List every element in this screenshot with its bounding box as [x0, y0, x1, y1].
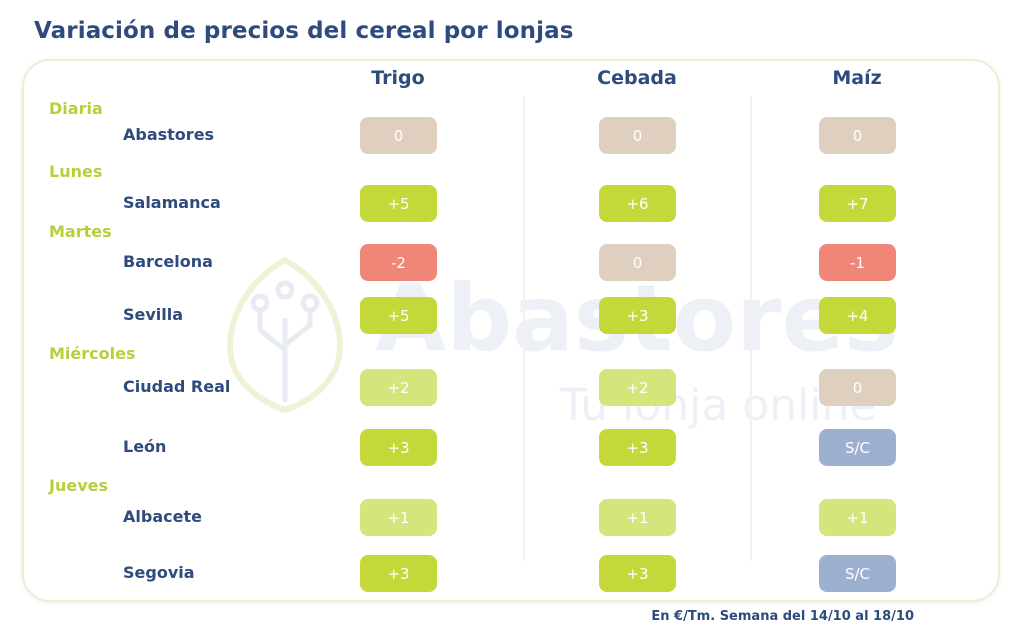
price-change-cell: +3 [360, 555, 437, 592]
lonja-label: Sevilla [123, 305, 184, 324]
column-divider [750, 96, 752, 561]
price-change-cell: 0 [360, 117, 437, 154]
lonja-label: Salamanca [123, 193, 221, 212]
unit-footnote: En €/Tm. Semana del 14/10 al 18/10 [651, 609, 914, 624]
day-label: Jueves [49, 476, 108, 495]
price-change-cell: +1 [819, 499, 896, 536]
page-title: Variación de precios del cereal por lonj… [34, 18, 574, 44]
day-label: Diaria [49, 99, 103, 118]
price-change-cell: 0 [599, 117, 676, 154]
price-change-cell: -1 [819, 244, 896, 281]
price-change-cell: +1 [360, 499, 437, 536]
tree-logo-icon [227, 256, 343, 414]
price-change-cell: S/C [819, 555, 896, 592]
price-change-cell: 0 [599, 244, 676, 281]
lonja-label: Segovia [123, 563, 195, 582]
column-header-maíz: Maíz [832, 67, 882, 89]
price-change-cell: +2 [599, 369, 676, 406]
lonja-label: Albacete [123, 507, 202, 526]
column-header-trigo: Trigo [371, 67, 425, 89]
price-change-cell: +5 [360, 297, 437, 334]
abastores-watermark: Abastores Tu lonja online [227, 256, 899, 430]
price-change-cell: S/C [819, 429, 896, 466]
day-label: Lunes [49, 162, 103, 181]
price-change-cell: +6 [599, 185, 676, 222]
price-change-cell: 0 [819, 369, 896, 406]
column-header-cebada: Cebada [597, 67, 677, 89]
day-label: Martes [49, 222, 112, 241]
price-change-cell: +3 [599, 297, 676, 334]
lonja-label: León [123, 437, 167, 456]
price-change-cell: +3 [599, 429, 676, 466]
lonja-label: Ciudad Real [123, 377, 231, 396]
lonja-label: Barcelona [123, 252, 213, 271]
price-change-cell: +4 [819, 297, 896, 334]
price-change-cell: +7 [819, 185, 896, 222]
price-change-cell: +2 [360, 369, 437, 406]
column-divider [523, 96, 525, 561]
price-change-cell: +3 [599, 555, 676, 592]
day-label: Miércoles [49, 344, 136, 363]
price-change-cell: +3 [360, 429, 437, 466]
lonja-label: Abastores [123, 125, 215, 144]
price-change-cell: +1 [599, 499, 676, 536]
price-change-cell: -2 [360, 244, 437, 281]
price-change-cell: +5 [360, 185, 437, 222]
price-change-cell: 0 [819, 117, 896, 154]
